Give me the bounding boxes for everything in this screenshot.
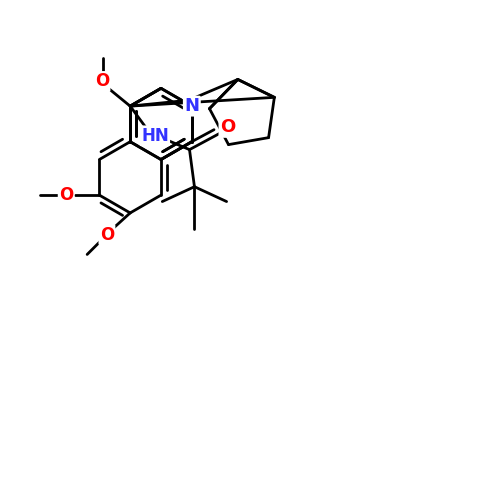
Text: N: N	[184, 97, 200, 115]
Text: O: O	[100, 226, 114, 244]
Text: HN: HN	[141, 127, 169, 145]
Text: O: O	[95, 72, 109, 90]
Text: O: O	[59, 186, 74, 204]
Text: O: O	[220, 118, 235, 136]
